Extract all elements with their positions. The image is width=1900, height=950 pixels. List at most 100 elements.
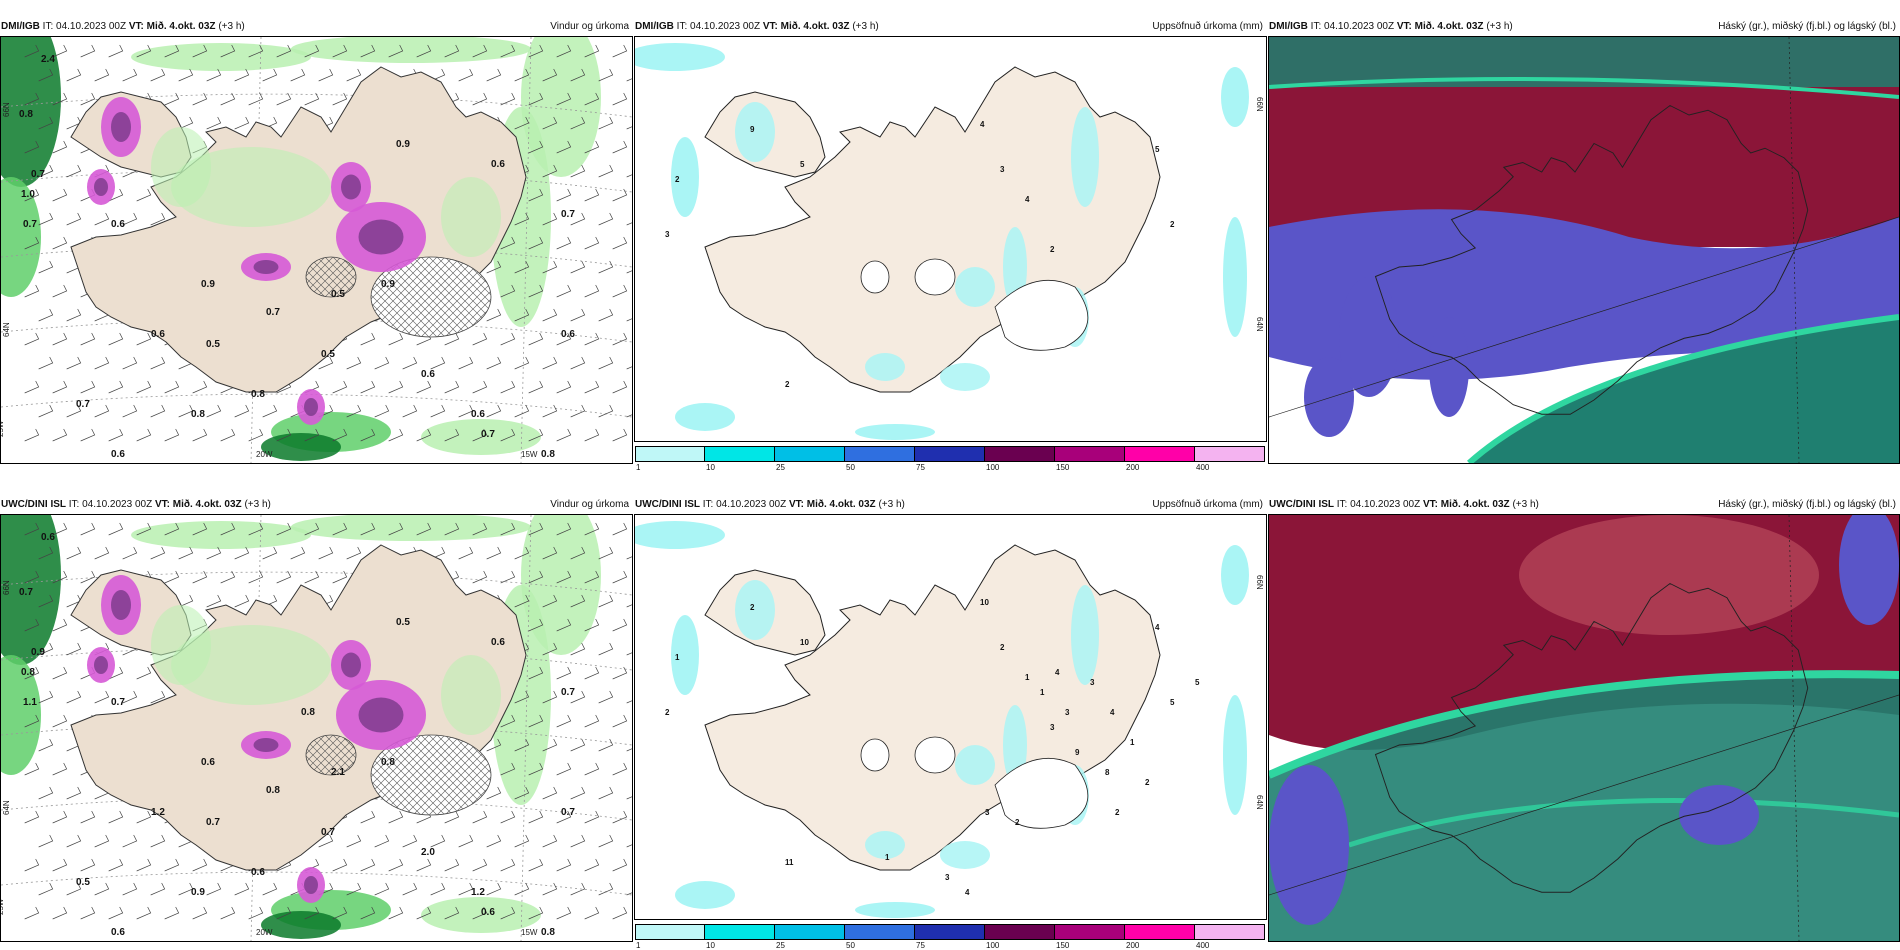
accum-precip-map: 1 2 2 10 10 1 3 2 4 5 11 3 1 4 9 8 2 3 2 1 3 1 2 5 4 3 4 66N 64N (634, 514, 1267, 920)
colorbar-swatch (705, 924, 775, 940)
panel-dmi-clouds: DMI/IGB IT: 04.10.2023 00Z VT: Mið. 4.ok… (1268, 14, 1900, 464)
precip-value-label: 0.7 (111, 697, 125, 708)
model-name: UWC/DINI ISL (1269, 499, 1334, 510)
valid-time: Mið. 4.okt. 03Z (1440, 499, 1510, 510)
colorbar-swatch (1055, 924, 1125, 940)
axis-label: 64N (2, 800, 11, 815)
precip-colorbar: 1 10 25 50 75 100 150 200 400 (635, 924, 1265, 950)
valid-time: Mið. 4.okt. 03Z (806, 499, 876, 510)
accum-value-label: 5 (1155, 145, 1160, 154)
wind-precip-map: 0.6 0.7 0.9 0.8 1.1 0.7 0.6 0.8 0.7 0.9 0.6 0.5 0.6 0… (0, 514, 633, 942)
colorbar-tick-label: 10 (706, 941, 715, 950)
precip-value-label: 0.5 (76, 877, 90, 888)
colorbar-swatch (845, 924, 915, 940)
precip-value-label: 0.6 (491, 637, 505, 648)
axis-label: 64N (1255, 317, 1264, 332)
precip-value-label: 2.4 (41, 54, 55, 65)
colorbar-swatch (1125, 446, 1195, 462)
precip-value-label: 0.5 (321, 349, 335, 360)
precip-value-label: 0.5 (331, 289, 345, 300)
panel-dmi-wind: DMI/IGB IT: 04.10.2023 00Z VT: Mið. 4.ok… (0, 14, 633, 464)
panel-title: Háský (gr.), miðský (fj.bl.) og lágský (… (1718, 21, 1896, 32)
model-name: DMI/IGB (1269, 21, 1308, 32)
accum-value-label: 2 (1115, 808, 1120, 817)
accum-value-label: 4 (1110, 708, 1115, 717)
accum-value-label: 8 (1105, 768, 1110, 777)
vt-label: VT: (154, 499, 170, 510)
valid-time: Mið. 4.okt. 03Z (172, 499, 242, 510)
precip-value-label: 0.6 (201, 757, 215, 768)
precip-value-label: 0.6 (561, 329, 575, 340)
precip-value-label: 0.7 (206, 817, 220, 828)
precip-value-label: 0.6 (421, 369, 435, 380)
colorbar-tick-label: 400 (1196, 463, 1210, 472)
colorbar-swatch (985, 446, 1055, 462)
it-label: IT: (702, 499, 714, 510)
precip-value-label: 0.7 (561, 687, 575, 698)
colorbar-swatch (1055, 446, 1125, 462)
precip-value-label: 2.1 (331, 767, 345, 778)
cloud-cover-map (1268, 514, 1900, 942)
accum-value-label: 9 (750, 125, 755, 134)
precip-value-label: 0.7 (19, 587, 33, 598)
it-label: IT: (1336, 499, 1348, 510)
accum-value-label: 1 (885, 853, 890, 862)
panel-uwc-clouds: UWC/DINI ISL IT: 04.10.2023 00Z VT: Mið.… (1268, 492, 1900, 944)
accum-value-label: 10 (980, 598, 989, 607)
precip-value-label: 0.8 (381, 757, 395, 768)
colorbar-swatch (1125, 924, 1195, 940)
precip-value-label: 0.7 (31, 169, 45, 180)
precip-value-label: 0.8 (541, 449, 555, 460)
precip-value-label: 0.7 (23, 219, 37, 230)
colorbar-tick-label: 75 (916, 941, 925, 950)
it-label: IT: (68, 499, 80, 510)
precip-value-label: 0.6 (151, 329, 165, 340)
colorbar-tick-label: 400 (1196, 941, 1210, 950)
accum-value-label: 4 (1055, 668, 1060, 677)
accum-value-label: 4 (965, 888, 970, 897)
colorbar-tick-label: 50 (846, 463, 855, 472)
precip-value-label: 0.5 (396, 617, 410, 628)
wind-precip-map: 2.4 0.8 0.7 1.0 0.7 0.6 0.9 0.7 0.5 0.8 0.6 0.9 0.6 0… (0, 36, 633, 464)
accum-value-label: 3 (985, 808, 990, 817)
accum-value-label: 1 (675, 653, 680, 662)
it-label: IT: (42, 21, 54, 32)
colorbar-swatch (635, 446, 705, 462)
precip-value-label: 0.6 (471, 409, 485, 420)
vt-label: VT: (1422, 499, 1438, 510)
panel-header: UWC/DINI ISL IT: 04.10.2023 00Z VT: Mið.… (634, 492, 1267, 516)
panel-header: UWC/DINI ISL IT: 04.10.2023 00Z VT: Mið.… (0, 492, 633, 516)
panel-title: Uppsöfnuð úrkoma (mm) (1152, 21, 1263, 32)
accum-value-label: 3 (945, 873, 950, 882)
accum-value-label: 5 (800, 160, 805, 169)
vt-label: VT: (788, 499, 804, 510)
lead-time: (+3 h) (852, 21, 879, 32)
accum-value-label: 2 (1000, 643, 1005, 652)
lead-time: (+3 h) (218, 21, 245, 32)
precip-value-label: 0.6 (491, 159, 505, 170)
colorbar-swatch (985, 924, 1055, 940)
colorbar-tick-label: 200 (1126, 463, 1140, 472)
lead-time: (+3 h) (244, 499, 271, 510)
precip-value-label: 0.6 (41, 532, 55, 543)
precip-value-label: 0.7 (561, 807, 575, 818)
colorbar-tick-label: 25 (776, 463, 785, 472)
precip-value-label: 0.9 (396, 139, 410, 150)
accum-value-label: 1 (1025, 673, 1030, 682)
panel-header: DMI/IGB IT: 04.10.2023 00Z VT: Mið. 4.ok… (0, 14, 633, 38)
accum-precip-map: 2 3 9 5 4 4 2 3 5 2 2 66N 64N (634, 36, 1267, 442)
colorbar-tick-label: 1 (636, 941, 641, 950)
precip-value-label: 0.8 (191, 409, 205, 420)
init-time: 04.10.2023 00Z (56, 21, 127, 32)
precip-value-label: 0.9 (31, 647, 45, 658)
panel-uwc-wind: UWC/DINI ISL IT: 04.10.2023 00Z VT: Mið.… (0, 492, 633, 944)
model-name: DMI/IGB (1, 21, 40, 32)
accum-value-label: 1 (1040, 688, 1045, 697)
precip-value-label: 0.9 (191, 887, 205, 898)
colorbar-swatch (845, 446, 915, 462)
precip-value-label: 0.9 (381, 279, 395, 290)
precip-value-label: 1.1 (23, 697, 37, 708)
vt-label: VT: (1396, 21, 1412, 32)
precip-value-label: 0.7 (266, 307, 280, 318)
it-label: IT: (1310, 21, 1322, 32)
